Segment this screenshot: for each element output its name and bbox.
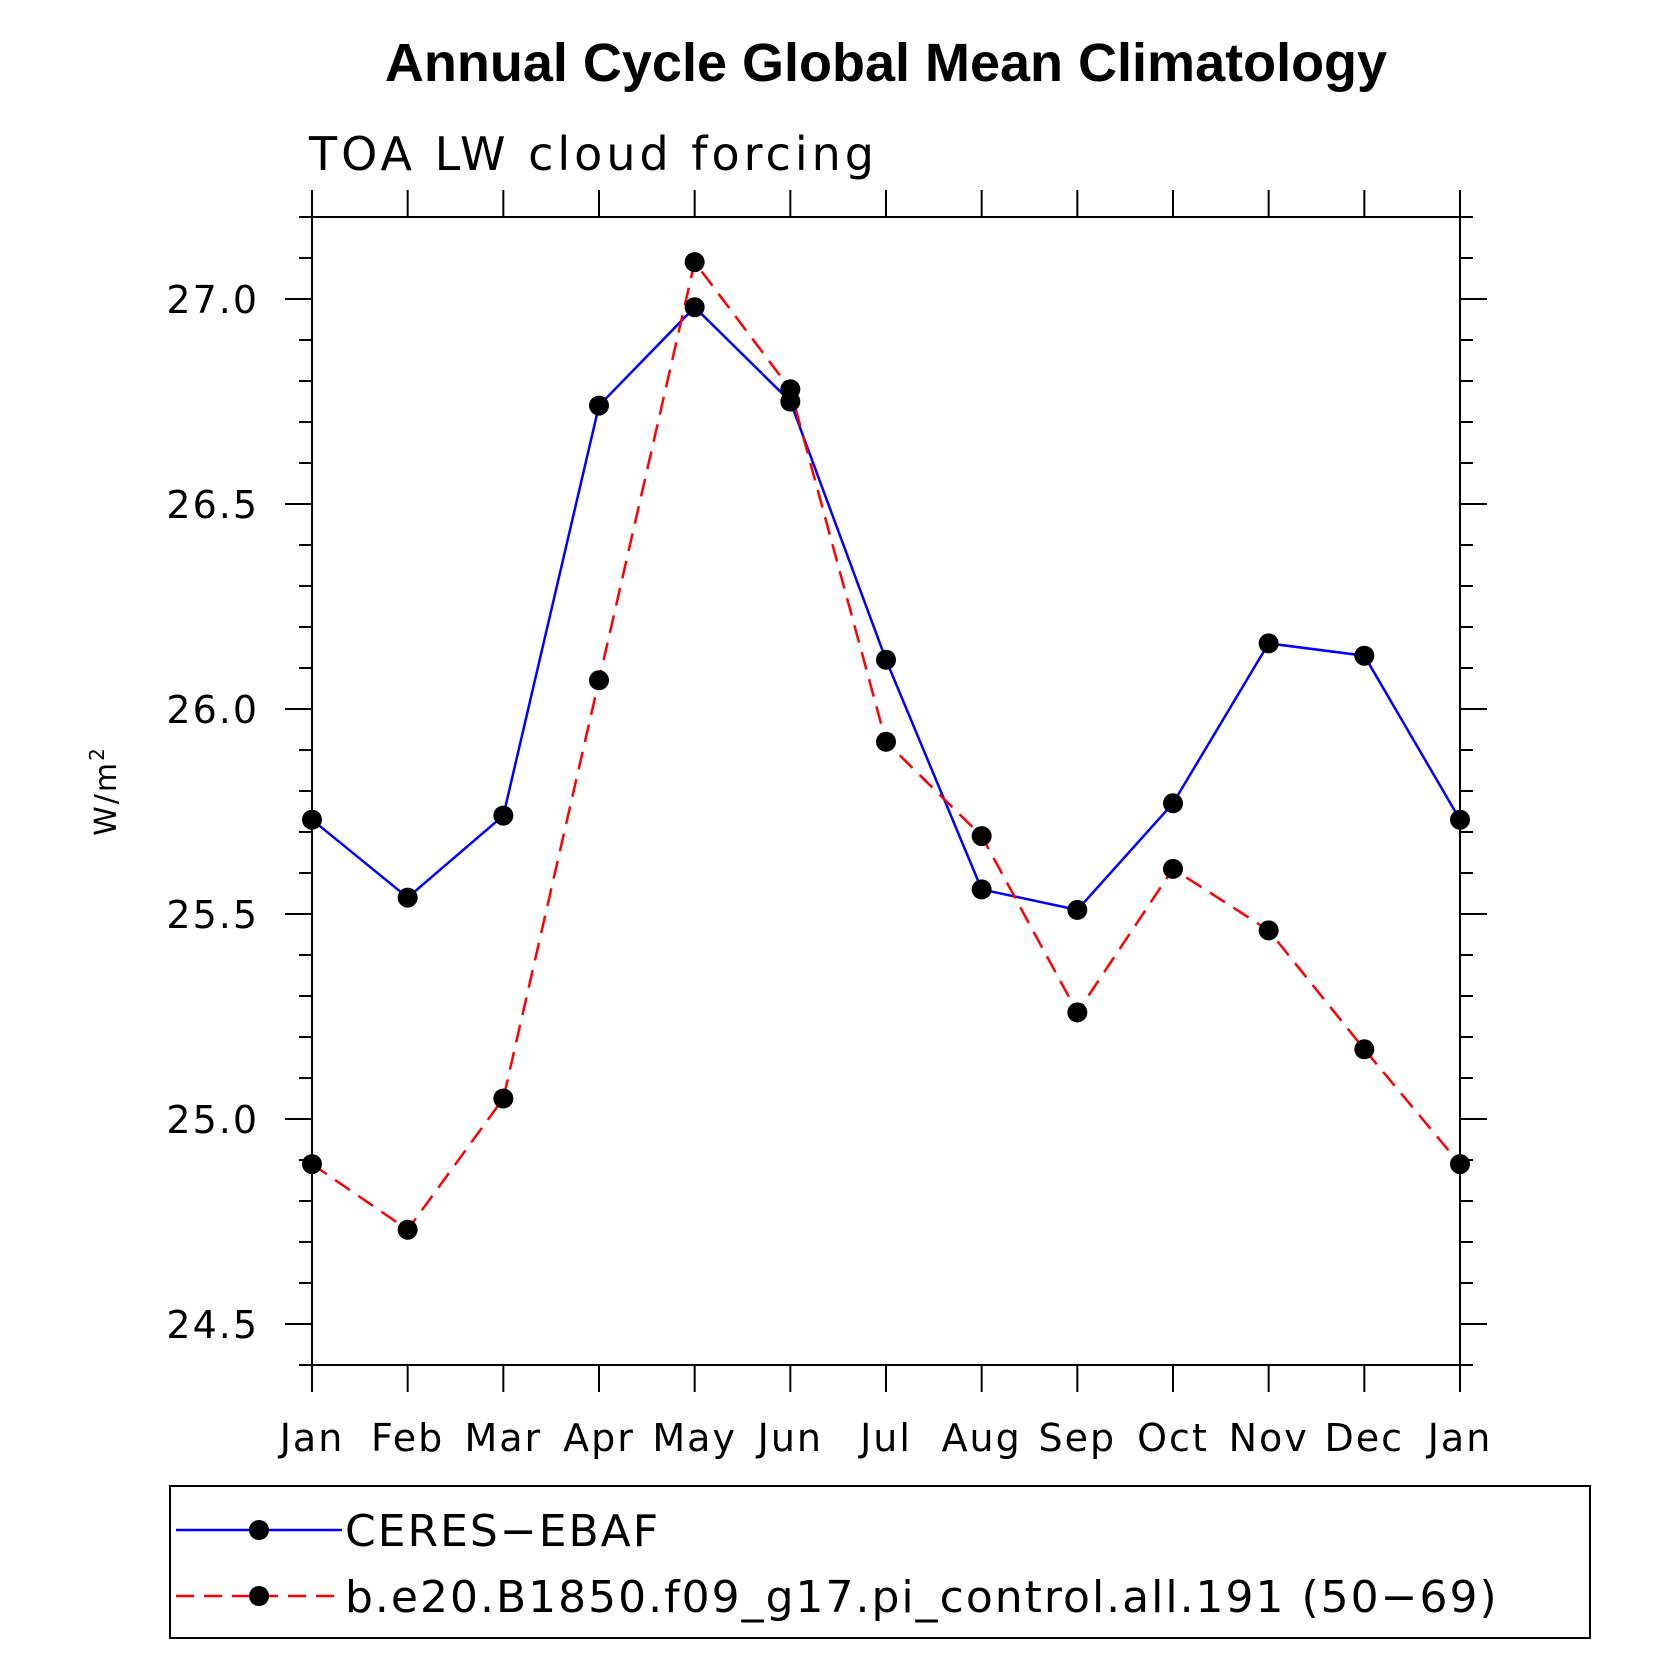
data-point-series-0 xyxy=(1450,809,1470,830)
data-point-series-1 xyxy=(1450,1154,1470,1175)
data-point-series-0 xyxy=(589,395,609,416)
data-point-series-1 xyxy=(1163,858,1183,879)
x-tick-label: Nov xyxy=(1229,1416,1309,1460)
data-point-series-1 xyxy=(684,252,705,273)
plot-frame xyxy=(311,216,1461,1366)
legend-entry-model: b.e20.B1850.f09_g17.pi_control.all.191 (… xyxy=(176,1572,1499,1623)
data-point-series-0 xyxy=(684,297,705,318)
data-point-series-1 xyxy=(493,1088,514,1109)
x-tick-label: Feb xyxy=(371,1416,444,1460)
x-tick-label: Oct xyxy=(1137,1416,1209,1460)
data-point-series-0 xyxy=(302,809,322,830)
x-tick-label: Dec xyxy=(1325,1416,1405,1460)
y-axis-label: W/m2 xyxy=(85,746,124,836)
data-point-series-0 xyxy=(1067,899,1088,920)
data-point-series-0 xyxy=(971,879,992,900)
y-tick-label: 26.0 xyxy=(166,688,259,732)
x-tick-label: Apr xyxy=(563,1416,635,1460)
data-point-series-1 xyxy=(302,1154,322,1175)
data-point-series-1 xyxy=(397,1219,418,1240)
data-point-series-1 xyxy=(589,670,609,691)
data-point-series-1 xyxy=(1067,1002,1088,1023)
data-point-series-1 xyxy=(971,826,992,847)
x-tick-label: Aug xyxy=(942,1416,1022,1460)
legend-box xyxy=(169,1485,1591,1639)
data-point-series-0 xyxy=(1354,645,1375,666)
data-point-series-1 xyxy=(1258,920,1279,941)
x-tick-label: Sep xyxy=(1039,1416,1117,1460)
legend-marker-model xyxy=(249,1586,269,1606)
y-tick-label: 25.5 xyxy=(166,893,259,937)
data-point-series-0 xyxy=(1163,793,1183,814)
x-tick-label: Jan xyxy=(278,1416,345,1460)
y-tick-label: 26.5 xyxy=(166,483,259,527)
chart-title: Annual Cycle Global Mean Climatology xyxy=(385,33,1387,93)
plot-area: Jan Feb Mar Apr May Jun Jul Aug Sep Oct Nov Dec Jan 2… xyxy=(166,190,1493,1460)
data-point-series-1 xyxy=(1354,1039,1375,1060)
legend-entry-ceres: CERES−EBAF xyxy=(176,1506,660,1557)
data-point-series-0 xyxy=(397,887,418,908)
data-point-series-0 xyxy=(876,649,896,670)
legend: CERES−EBAF b.e20.B1850.f09_g17.pi_contro… xyxy=(169,1485,1591,1639)
series-line-0 xyxy=(311,305,1462,912)
x-tick-label: Jun xyxy=(756,1416,823,1460)
x-tick-label: May xyxy=(652,1416,737,1460)
data-point-series-1 xyxy=(876,731,896,752)
x-tick-label: Jul xyxy=(858,1416,912,1460)
y-tick-label: 25.0 xyxy=(166,1098,259,1142)
legend-label-ceres: CERES−EBAF xyxy=(345,1506,660,1557)
series-layer xyxy=(302,252,1470,1240)
y-axis-label-superscript: 2 xyxy=(85,746,109,761)
legend-marker-ceres xyxy=(249,1520,269,1540)
data-point-series-0 xyxy=(1258,633,1279,654)
y-tick-label: 27.0 xyxy=(166,278,259,322)
svg-text:W/m2: W/m2 xyxy=(85,746,124,836)
legend-label-model: b.e20.B1850.f09_g17.pi_control.all.191 (… xyxy=(345,1572,1499,1623)
y-tick-label: 24.5 xyxy=(166,1303,259,1347)
data-point-series-1 xyxy=(780,379,801,400)
x-tick-label: Mar xyxy=(464,1416,542,1460)
x-tick-label: Jan xyxy=(1426,1416,1493,1460)
data-point-series-0 xyxy=(493,805,514,826)
chart-subtitle: TOA LW cloud forcing xyxy=(308,127,878,181)
y-axis-label-text: W/m xyxy=(89,761,124,836)
